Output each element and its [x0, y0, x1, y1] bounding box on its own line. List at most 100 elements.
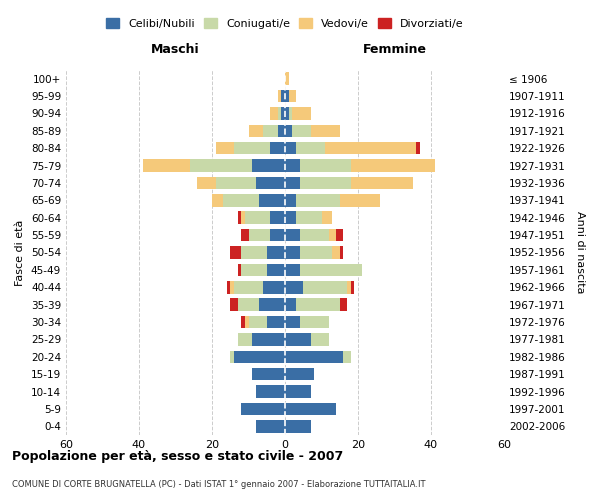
- Bar: [245, 316, 248, 328]
- Text: Popolazione per età, sesso e stato civile - 2007: Popolazione per età, sesso e stato civil…: [12, 450, 343, 463]
- Bar: [278, 107, 281, 120]
- Bar: [347, 281, 350, 293]
- Bar: [230, 350, 234, 363]
- Bar: [256, 176, 285, 189]
- Bar: [263, 124, 278, 137]
- Bar: [285, 229, 299, 241]
- Bar: [252, 333, 285, 345]
- Bar: [285, 333, 311, 345]
- Bar: [311, 333, 329, 345]
- Bar: [336, 229, 343, 241]
- Bar: [285, 264, 299, 276]
- Bar: [285, 90, 289, 102]
- Bar: [241, 316, 245, 328]
- Bar: [299, 229, 329, 241]
- Bar: [230, 298, 238, 311]
- Bar: [212, 194, 223, 206]
- Bar: [248, 316, 267, 328]
- Bar: [289, 107, 292, 120]
- Bar: [252, 160, 285, 172]
- Bar: [267, 264, 285, 276]
- Bar: [299, 160, 351, 172]
- Bar: [234, 281, 263, 293]
- Text: Femmine: Femmine: [362, 43, 427, 56]
- Bar: [281, 107, 285, 120]
- Bar: [285, 142, 296, 154]
- Bar: [332, 246, 340, 259]
- Bar: [303, 281, 347, 293]
- Bar: [238, 264, 241, 276]
- Bar: [285, 194, 296, 206]
- Bar: [285, 212, 296, 224]
- Bar: [278, 124, 285, 137]
- Bar: [271, 212, 285, 224]
- Bar: [292, 124, 311, 137]
- Bar: [238, 333, 252, 345]
- Bar: [238, 298, 259, 311]
- Bar: [340, 298, 347, 311]
- Text: Maschi: Maschi: [151, 43, 200, 56]
- Bar: [340, 194, 380, 206]
- Bar: [285, 246, 299, 259]
- Bar: [241, 402, 285, 415]
- Bar: [190, 160, 252, 172]
- Bar: [350, 281, 355, 293]
- Bar: [256, 420, 285, 432]
- Bar: [285, 176, 299, 189]
- Bar: [292, 107, 311, 120]
- Bar: [227, 281, 230, 293]
- Bar: [248, 229, 271, 241]
- Bar: [296, 142, 325, 154]
- Bar: [299, 316, 329, 328]
- Bar: [285, 402, 336, 415]
- Bar: [278, 90, 281, 102]
- Bar: [285, 316, 299, 328]
- Bar: [289, 90, 296, 102]
- Bar: [329, 229, 336, 241]
- Text: COMUNE DI CORTE BRUGNATELLA (PC) - Dati ISTAT 1° gennaio 2007 - Elaborazione TUT: COMUNE DI CORTE BRUGNATELLA (PC) - Dati …: [12, 480, 425, 489]
- Bar: [285, 420, 311, 432]
- Bar: [263, 281, 285, 293]
- Bar: [215, 142, 234, 154]
- Bar: [238, 212, 241, 224]
- Bar: [296, 212, 322, 224]
- Bar: [241, 264, 267, 276]
- Bar: [271, 142, 285, 154]
- Bar: [248, 124, 263, 137]
- Bar: [285, 107, 289, 120]
- Bar: [296, 194, 340, 206]
- Bar: [285, 386, 311, 398]
- Bar: [271, 229, 285, 241]
- Bar: [340, 246, 343, 259]
- Bar: [285, 281, 303, 293]
- Bar: [299, 264, 362, 276]
- Bar: [267, 246, 285, 259]
- Bar: [285, 298, 296, 311]
- Bar: [241, 229, 248, 241]
- Bar: [215, 176, 256, 189]
- Bar: [322, 212, 332, 224]
- Bar: [325, 142, 416, 154]
- Bar: [299, 176, 351, 189]
- Bar: [271, 107, 278, 120]
- Bar: [350, 160, 434, 172]
- Bar: [241, 246, 267, 259]
- Bar: [252, 368, 285, 380]
- Bar: [256, 386, 285, 398]
- Bar: [350, 176, 413, 189]
- Bar: [197, 176, 215, 189]
- Bar: [285, 350, 343, 363]
- Bar: [311, 124, 340, 137]
- Legend: Celibi/Nubili, Coniugati/e, Vedovi/e, Divorziati/e: Celibi/Nubili, Coniugati/e, Vedovi/e, Di…: [102, 14, 468, 33]
- Bar: [245, 212, 271, 224]
- Bar: [416, 142, 420, 154]
- Bar: [234, 142, 271, 154]
- Bar: [234, 350, 285, 363]
- Bar: [259, 194, 285, 206]
- Bar: [143, 160, 190, 172]
- Bar: [230, 246, 241, 259]
- Bar: [223, 194, 259, 206]
- Bar: [281, 90, 285, 102]
- Bar: [230, 281, 234, 293]
- Bar: [267, 316, 285, 328]
